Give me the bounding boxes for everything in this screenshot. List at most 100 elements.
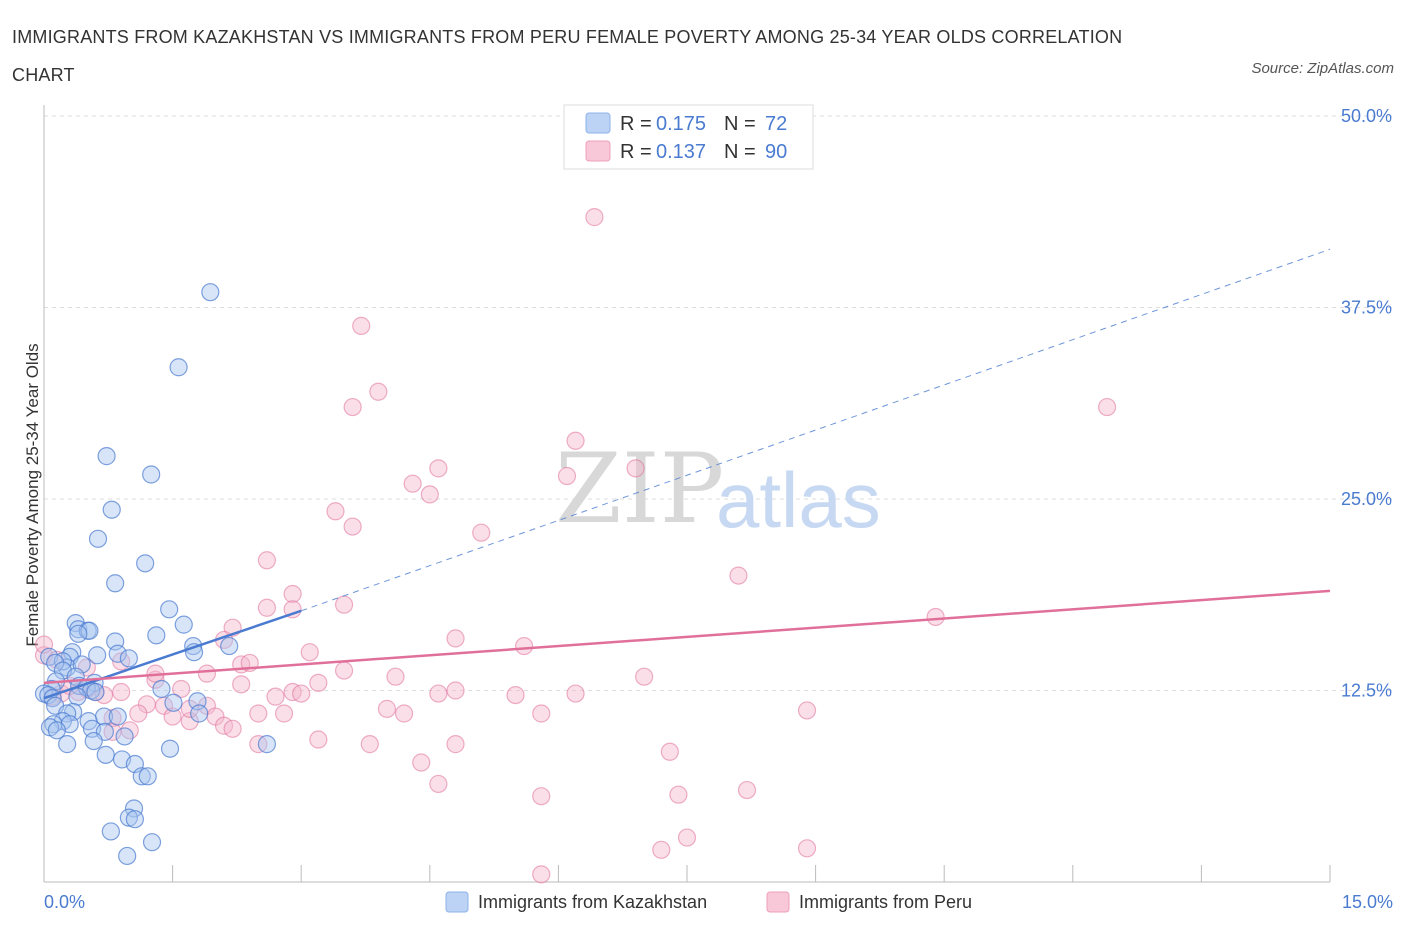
peru-point-47 (292, 684, 311, 703)
bottom-legend-label-peru: Immigrants from Peru (799, 892, 972, 912)
kazakhstan-point-74 (142, 833, 162, 852)
peru-point-1 (352, 316, 371, 335)
peru-point-22 (446, 629, 465, 648)
peru-point-60 (797, 701, 817, 720)
peru-point-75 (532, 787, 551, 806)
kazakhstan-point-15 (174, 615, 193, 634)
peru-point-31 (635, 667, 654, 686)
kazakhstan-point-65 (96, 745, 115, 764)
kazakhstan-point-4 (102, 500, 121, 519)
kazakhstan-trend-line (43, 609, 302, 700)
kazakhstan-point-18 (220, 636, 239, 656)
peru-point-38 (446, 681, 465, 700)
legend-r-label-kazakhstan: R = (620, 113, 652, 135)
peru-point-82 (557, 466, 577, 486)
kazakhstan-point-6 (136, 554, 155, 573)
kazakhstan-point-64 (257, 735, 277, 754)
kazakhstan-point-29 (46, 653, 65, 673)
kazakhstan-point-13 (69, 624, 88, 643)
peru-point-5 (566, 431, 585, 450)
kazakhstan-point-73 (101, 822, 120, 841)
peru-point-37 (429, 684, 448, 703)
peru-point-4 (1097, 397, 1117, 417)
kazakhstan-point-43 (68, 687, 87, 706)
peru-point-11 (343, 517, 362, 536)
kazakhstan-point-45 (164, 693, 183, 712)
kazakhstan-point-75 (118, 846, 137, 866)
kazakhstan-point-12 (80, 621, 99, 640)
peru-point-70 (360, 735, 379, 754)
peru-point-65 (223, 719, 242, 738)
legend-r-label-peru: R = (620, 141, 652, 163)
legend-n-value-kazakhstan: 72 (765, 113, 787, 135)
kazakhstan-point-23 (88, 646, 107, 665)
kazakhstan-point-49 (190, 704, 209, 723)
kazakhstan-point-68 (132, 767, 151, 786)
peru-point-61 (249, 704, 268, 723)
kazakhstan-point-7 (106, 574, 125, 593)
watermark-atlas: atlas (716, 456, 881, 544)
kazakhstan-point-22 (119, 649, 138, 668)
peru-point-24 (300, 643, 319, 662)
peru-point-78 (677, 828, 697, 847)
peru-point-76 (669, 785, 688, 804)
peru-point-14 (729, 566, 748, 585)
legend-r-value-peru: 0.137 (656, 141, 706, 163)
peru-point-81 (532, 865, 551, 884)
kazakhstan-point-3 (97, 447, 116, 466)
peru-point-13 (257, 551, 277, 570)
bottom-legend-swatch-peru (766, 891, 790, 913)
series-kazakhstan-points (34, 283, 277, 866)
legend-r-value-kazakhstan: 0.175 (656, 113, 706, 135)
x-axis-ticks (43, 865, 1331, 882)
peru-point-39 (112, 682, 131, 702)
peru-point-68 (309, 730, 328, 749)
x-tick-label-1: 15.0% (1342, 892, 1393, 912)
peru-point-62 (274, 704, 294, 723)
y-tick-label-2: 37.5% (1341, 298, 1392, 318)
x-axis-tick-labels: 0.0% 15.0% (44, 892, 1393, 912)
legend: R = 0.175 N = 72 R = 0.137 N = 90 (563, 104, 814, 170)
peru-point-10 (326, 502, 345, 521)
peru-point-17 (257, 598, 277, 617)
kazakhstan-point-69 (138, 767, 157, 786)
peru-point-71 (446, 735, 465, 754)
peru-point-74 (429, 774, 448, 794)
kazakhstan-point-21 (108, 644, 127, 663)
peru-point-53 (377, 699, 397, 718)
peru-point-15 (283, 584, 302, 604)
legend-swatch-peru (585, 140, 611, 162)
peru-point-34 (232, 675, 251, 694)
kazakhstan-point-8 (160, 600, 179, 619)
peru-point-19 (926, 607, 945, 627)
kazakhstan-point-51 (108, 707, 127, 726)
kazakhstan-point-57 (47, 721, 66, 740)
peru-point-28 (334, 661, 354, 680)
peru-point-46 (566, 684, 585, 703)
bottom-legend: Immigrants from Kazakhstan Immigrants fr… (445, 891, 972, 913)
y-tick-label-3: 50.0% (1341, 106, 1392, 126)
kazakhstan-trend-extension (301, 248, 1331, 612)
legend-n-value-peru: 90 (765, 141, 787, 163)
legend-swatch-kazakhstan (585, 112, 611, 134)
peru-point-87 (180, 699, 199, 718)
peru-point-79 (652, 840, 671, 859)
peru-point-58 (394, 704, 414, 723)
kazakhstan-point-61 (84, 731, 103, 751)
peru-point-73 (412, 753, 431, 772)
y-tick-label-0: 12.5% (1341, 681, 1392, 701)
watermark-zip: ZIP (555, 433, 724, 545)
peru-point-72 (660, 742, 679, 761)
kazakhstan-point-5 (88, 529, 108, 548)
series-peru-points (34, 208, 1117, 884)
peru-point-3 (343, 397, 362, 417)
peru-point-30 (386, 667, 405, 686)
kazakhstan-point-38 (86, 682, 105, 702)
peru-point-16 (334, 595, 354, 614)
chart-source: Source: ZipAtlas.com (1251, 60, 1394, 77)
y-axis-label: Female Poverty Among 25-34 Year Olds (23, 343, 42, 646)
peru-point-6 (429, 459, 448, 478)
peru-point-35 (172, 679, 191, 699)
y-tick-label-1: 25.0% (1341, 489, 1392, 509)
peru-point-23 (515, 636, 534, 656)
